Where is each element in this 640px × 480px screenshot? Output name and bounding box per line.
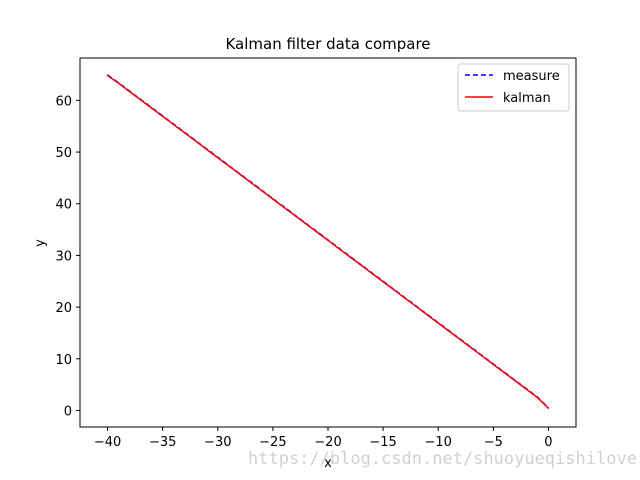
data-point-kalman	[272, 198, 274, 200]
data-point-kalman	[371, 272, 373, 275]
x-tick-label: −25	[259, 435, 286, 450]
plot-frame	[79, 57, 577, 428]
x-tick-label: −40	[94, 435, 121, 450]
data-point-kalman	[415, 305, 417, 308]
data-point-kalman	[294, 214, 296, 217]
series-line-kalman	[107, 74, 549, 409]
x-tick-label: −10	[425, 435, 452, 450]
data-point-kalman	[316, 231, 318, 233]
x-tick-label: −5	[484, 435, 503, 450]
series-layer	[106, 74, 550, 410]
y-axis-label: y	[33, 239, 48, 247]
y-tick-label: 50	[55, 146, 72, 161]
x-axis: −40 −35 −30 −25 −20 −15 −10 −5 0	[94, 427, 553, 450]
watermark-text: https://blog.csdn.net/shuoyueqishilove	[248, 449, 637, 469]
data-point-kalman	[349, 256, 351, 258]
legend-entry-measure: measure	[503, 69, 560, 84]
data-point-kalman	[183, 132, 186, 134]
data-point-kalman	[404, 297, 406, 300]
data-point-kalman	[228, 165, 230, 167]
data-point-kalman	[117, 82, 120, 85]
data-point-kalman	[250, 181, 252, 184]
data-point-kalman	[448, 330, 451, 333]
y-tick-label: 20	[55, 301, 72, 316]
x-tick-label: −35	[149, 435, 176, 450]
data-point-kalman	[536, 396, 539, 399]
x-tick-label: −15	[369, 435, 396, 450]
y-tick-label: 60	[55, 94, 72, 109]
data-point-kalman	[261, 190, 263, 192]
data-point-kalman	[216, 156, 219, 159]
data-point-kalman	[128, 90, 131, 93]
data-point-kalman	[205, 148, 208, 151]
data-point-kalman	[106, 74, 109, 77]
data-point-kalman	[393, 289, 395, 291]
y-tick-label: 30	[55, 249, 72, 264]
data-point-kalman	[305, 223, 307, 225]
data-point-kalman	[327, 239, 329, 242]
data-point-kalman	[459, 338, 462, 341]
data-point-kalman	[470, 347, 473, 349]
x-tick-label: 0	[544, 435, 552, 450]
data-point-kalman	[382, 280, 384, 283]
data-point-kalman	[481, 355, 484, 357]
data-point-kalman	[426, 314, 429, 316]
data-point-kalman	[514, 380, 517, 382]
y-tick-label: 40	[55, 198, 72, 213]
data-point-kalman	[503, 371, 506, 374]
data-point-kalman	[239, 173, 241, 176]
legend: measure kalman	[457, 63, 570, 112]
data-point-kalman	[150, 107, 153, 109]
x-tick-label: −30	[204, 435, 231, 450]
data-point-kalman	[161, 115, 164, 118]
data-point-kalman	[283, 206, 285, 209]
data-point-kalman	[172, 123, 175, 126]
data-point-kalman	[338, 247, 340, 250]
x-tick-label: −20	[314, 435, 341, 450]
data-point-kalman	[360, 264, 362, 267]
y-tick-label: 10	[55, 353, 72, 368]
data-point-kalman	[139, 99, 142, 101]
legend-entry-kalman: kalman	[503, 91, 551, 106]
data-point-kalman	[194, 140, 197, 143]
data-point-kalman	[547, 407, 550, 410]
y-tick-label: 0	[64, 404, 72, 419]
data-point-kalman	[525, 388, 528, 391]
y-axis: 0 10 20 30 40 50 60	[55, 94, 80, 419]
x-axis-label: x	[324, 456, 332, 471]
chart-title: Kalman filter data compare	[225, 35, 430, 53]
data-point-kalman	[492, 363, 495, 366]
data-point-kalman	[437, 322, 440, 324]
